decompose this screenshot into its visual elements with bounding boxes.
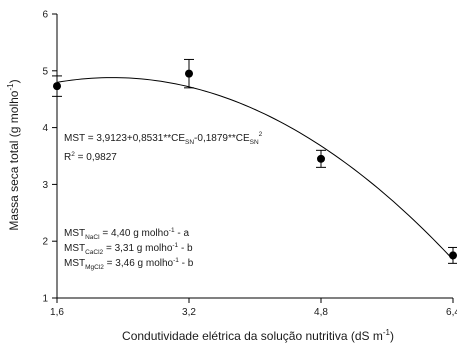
axes xyxy=(56,14,453,299)
mst-cacl2-label: MSTCaCl2 = 3,31 g molho-1 - b xyxy=(64,242,193,256)
x-tick-label: 6,4 xyxy=(446,307,457,318)
y-tick-label: 1 xyxy=(42,294,48,305)
data-point xyxy=(317,154,325,163)
fit-curve-group xyxy=(56,77,454,260)
regression-equation: MST = 3,9123+0,8531**CESN-0,1879**CESN2 xyxy=(64,131,263,146)
data-point xyxy=(449,251,457,260)
data-points xyxy=(52,58,457,264)
y-tick-label: 5 xyxy=(42,66,48,77)
x-tick-label: 1,6 xyxy=(50,307,64,318)
ticks: 1 2 3 4 5 6 1,6 3,2 4,8 6,4 xyxy=(42,10,457,319)
x-axis-title: Condutividade elétrica da solução nutrit… xyxy=(122,328,394,343)
x-tick-label: 3,2 xyxy=(182,307,196,318)
y-tick-label: 6 xyxy=(42,10,48,21)
mst-mgcl2-label: MSTMgCl2 = 3,46 g molho-1 - b xyxy=(64,257,194,271)
data-point xyxy=(185,69,193,78)
data-point xyxy=(53,82,61,91)
y-axis-title: Massa seca total (g molho-1) xyxy=(6,79,21,230)
mst-nacl-label: MSTNaCl = 4,40 g molho-1 - a xyxy=(64,227,189,241)
x-tick-label: 4,8 xyxy=(314,307,328,318)
y-tick-label: 4 xyxy=(42,123,48,134)
y-tick-label: 3 xyxy=(42,180,48,191)
r-squared-label: R2 = 0,9827 xyxy=(64,151,117,163)
y-tick-label: 2 xyxy=(42,237,48,248)
fit-curve xyxy=(56,77,454,260)
